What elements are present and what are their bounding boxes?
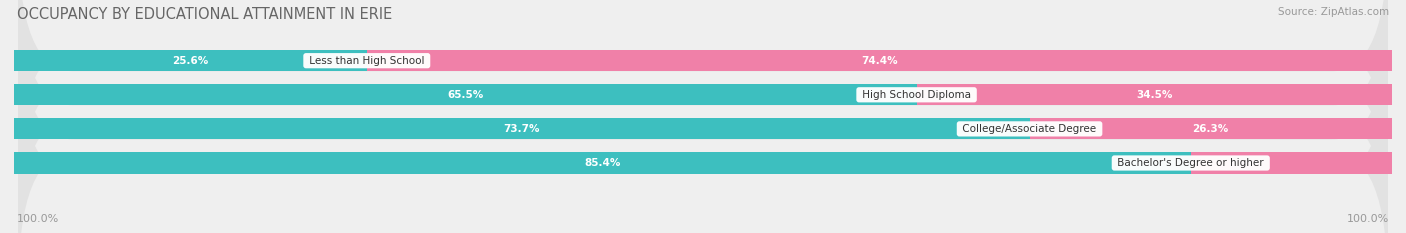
Bar bbox=[14, 50, 367, 71]
Text: 34.5%: 34.5% bbox=[1136, 90, 1173, 100]
Text: 85.4%: 85.4% bbox=[585, 158, 620, 168]
Bar bbox=[367, 50, 1392, 71]
FancyBboxPatch shape bbox=[18, 0, 1388, 186]
Text: 25.6%: 25.6% bbox=[173, 56, 208, 66]
Bar bbox=[14, 152, 1191, 174]
Text: OCCUPANCY BY EDUCATIONAL ATTAINMENT IN ERIE: OCCUPANCY BY EDUCATIONAL ATTAINMENT IN E… bbox=[17, 7, 392, 22]
Bar bbox=[917, 84, 1392, 105]
Text: 100.0%: 100.0% bbox=[17, 214, 59, 224]
Text: High School Diploma: High School Diploma bbox=[859, 90, 974, 100]
Bar bbox=[14, 84, 917, 105]
FancyBboxPatch shape bbox=[18, 0, 1388, 221]
Legend: Owner-occupied, Renter-occupied: Owner-occupied, Renter-occupied bbox=[586, 230, 820, 233]
Bar bbox=[1191, 152, 1392, 174]
Text: Source: ZipAtlas.com: Source: ZipAtlas.com bbox=[1278, 7, 1389, 17]
Text: Less than High School: Less than High School bbox=[307, 56, 427, 66]
FancyBboxPatch shape bbox=[18, 37, 1388, 233]
Text: College/Associate Degree: College/Associate Degree bbox=[959, 124, 1099, 134]
Text: 26.3%: 26.3% bbox=[1192, 124, 1229, 134]
Bar bbox=[14, 118, 1029, 140]
Bar bbox=[1029, 118, 1392, 140]
Text: 73.7%: 73.7% bbox=[503, 124, 540, 134]
Text: 74.4%: 74.4% bbox=[860, 56, 897, 66]
Text: 100.0%: 100.0% bbox=[1347, 214, 1389, 224]
FancyBboxPatch shape bbox=[18, 3, 1388, 233]
Text: 65.5%: 65.5% bbox=[447, 90, 484, 100]
Text: Bachelor's Degree or higher: Bachelor's Degree or higher bbox=[1115, 158, 1267, 168]
